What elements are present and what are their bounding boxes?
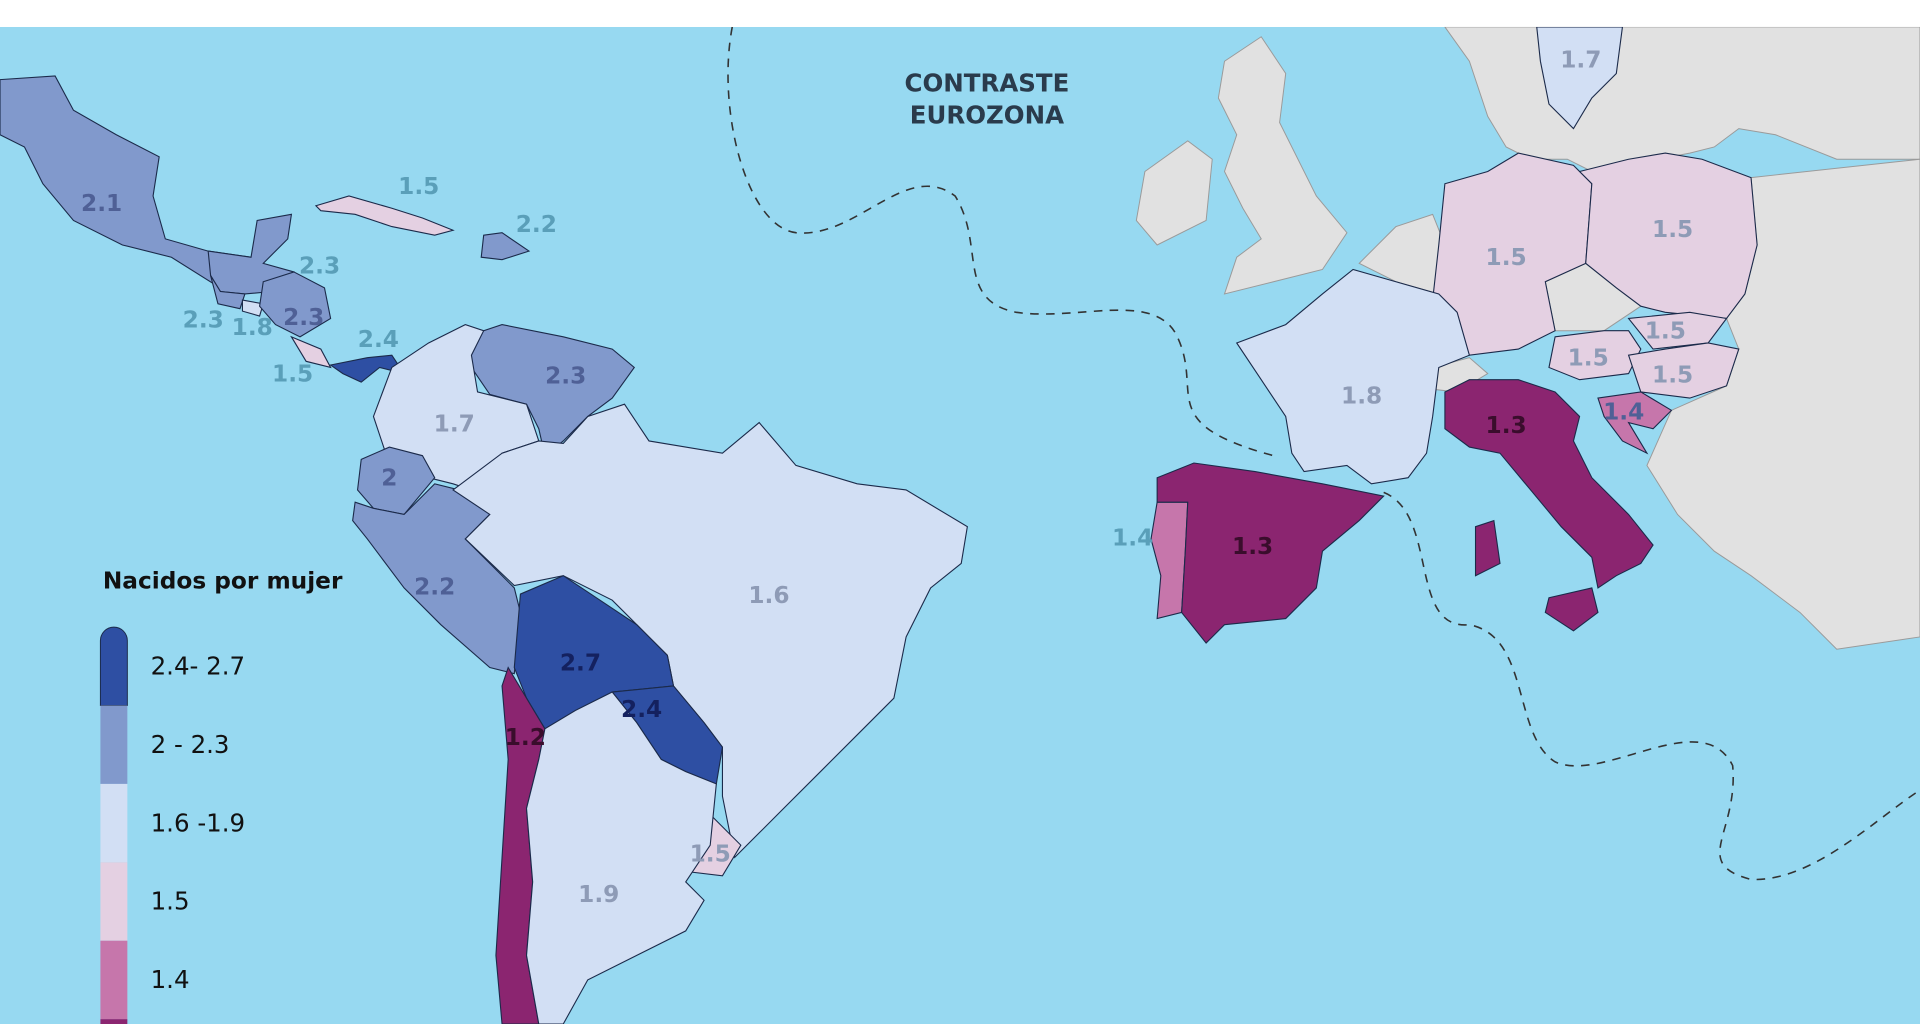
country-value-label: 1.5 — [1652, 216, 1693, 243]
country-value-label: 2 — [381, 464, 397, 491]
country — [241, 299, 264, 317]
legend-swatch — [99, 626, 128, 707]
country — [1627, 342, 1740, 399]
legend-label: 2.4- 2.7 — [151, 652, 245, 681]
country-value-label: 1.5 — [690, 840, 731, 867]
country — [290, 335, 332, 369]
legend-swatch — [100, 783, 128, 863]
legend: 2.4- 2.7 2 - 2.3 1.6 -1.9 1.5 1.4 — [99, 626, 245, 1024]
country — [259, 271, 332, 338]
title: EUROZONA — [910, 100, 1064, 129]
country — [1597, 391, 1673, 455]
country-value-label: 1.5 — [272, 360, 313, 387]
ireland — [1135, 140, 1213, 246]
country-value-label: 2.3 — [299, 253, 340, 280]
country-value-label: 1.4 — [1112, 524, 1153, 551]
country-value-label: 1.5 — [1568, 344, 1609, 371]
country — [452, 403, 968, 859]
country — [1156, 462, 1385, 644]
country-value-label: 1.7 — [1560, 47, 1601, 74]
country — [352, 483, 521, 675]
country-value-label: 1.9 — [578, 881, 619, 908]
country-value-label: 1.4 — [1603, 398, 1644, 425]
country — [356, 446, 436, 516]
country-value-label: 1.6 — [748, 582, 789, 609]
country-value-label: 1.8 — [232, 314, 273, 341]
legend-swatch — [100, 940, 128, 1020]
country-value-label: 2.2 — [516, 211, 557, 238]
country-value-label: 2.3 — [283, 304, 324, 331]
legend-label: 1.4 — [151, 965, 190, 994]
countries — [0, 26, 1758, 1024]
country-value-label: 1.2 — [505, 724, 546, 751]
country — [1627, 311, 1728, 350]
country-value-label: 2.1 — [81, 190, 122, 217]
legend-swatch — [100, 1019, 128, 1024]
top-bar — [0, 0, 1920, 27]
legend-swatch — [100, 705, 128, 784]
country-value-label: 1.3 — [1486, 412, 1527, 439]
legend-label: 2 - 2.3 — [151, 730, 230, 759]
country-value-label: 1.5 — [1486, 244, 1527, 271]
labels: 2.1 1.5 2.2 2.3 2.3 1.8 2.3 2.4 1.5 2.3 1.7 2 2.2 1.6… — [81, 47, 1693, 908]
legend-label: 1.6 -1.9 — [151, 808, 245, 837]
country-island — [1474, 519, 1501, 577]
country-value-label: 2.4 — [621, 696, 662, 723]
great-britain — [1217, 36, 1348, 295]
country-value-label: 2.2 — [414, 573, 455, 600]
country-value-label: 2.3 — [545, 363, 586, 390]
country-value-label: 1.7 — [434, 411, 475, 438]
country-value-label: 2.4 — [358, 326, 399, 353]
country — [314, 195, 455, 236]
country — [525, 691, 717, 1024]
country-value-label: 2.3 — [183, 306, 224, 333]
legend-swatch — [100, 862, 128, 941]
eurozone-boundary — [727, 26, 1920, 881]
country-value-label: 2.7 — [560, 649, 601, 676]
country-value-label: 1.8 — [1341, 382, 1382, 409]
legend-title: Nacidos por mujer — [103, 567, 343, 594]
legend-label: 1.5 — [151, 887, 190, 916]
country — [1235, 268, 1471, 485]
country — [1578, 152, 1758, 320]
country-value-label: 1.5 — [1645, 317, 1686, 344]
country-island — [1544, 587, 1599, 632]
country-value-label: 1.5 — [1652, 362, 1693, 389]
country — [1536, 26, 1624, 130]
country-value-label: 1.3 — [1232, 533, 1273, 560]
scandinavia — [1443, 26, 1920, 172]
country — [480, 232, 531, 261]
country — [1444, 379, 1654, 589]
country-value-label: 1.5 — [398, 173, 439, 200]
title: CONTRASTE — [905, 69, 1070, 98]
